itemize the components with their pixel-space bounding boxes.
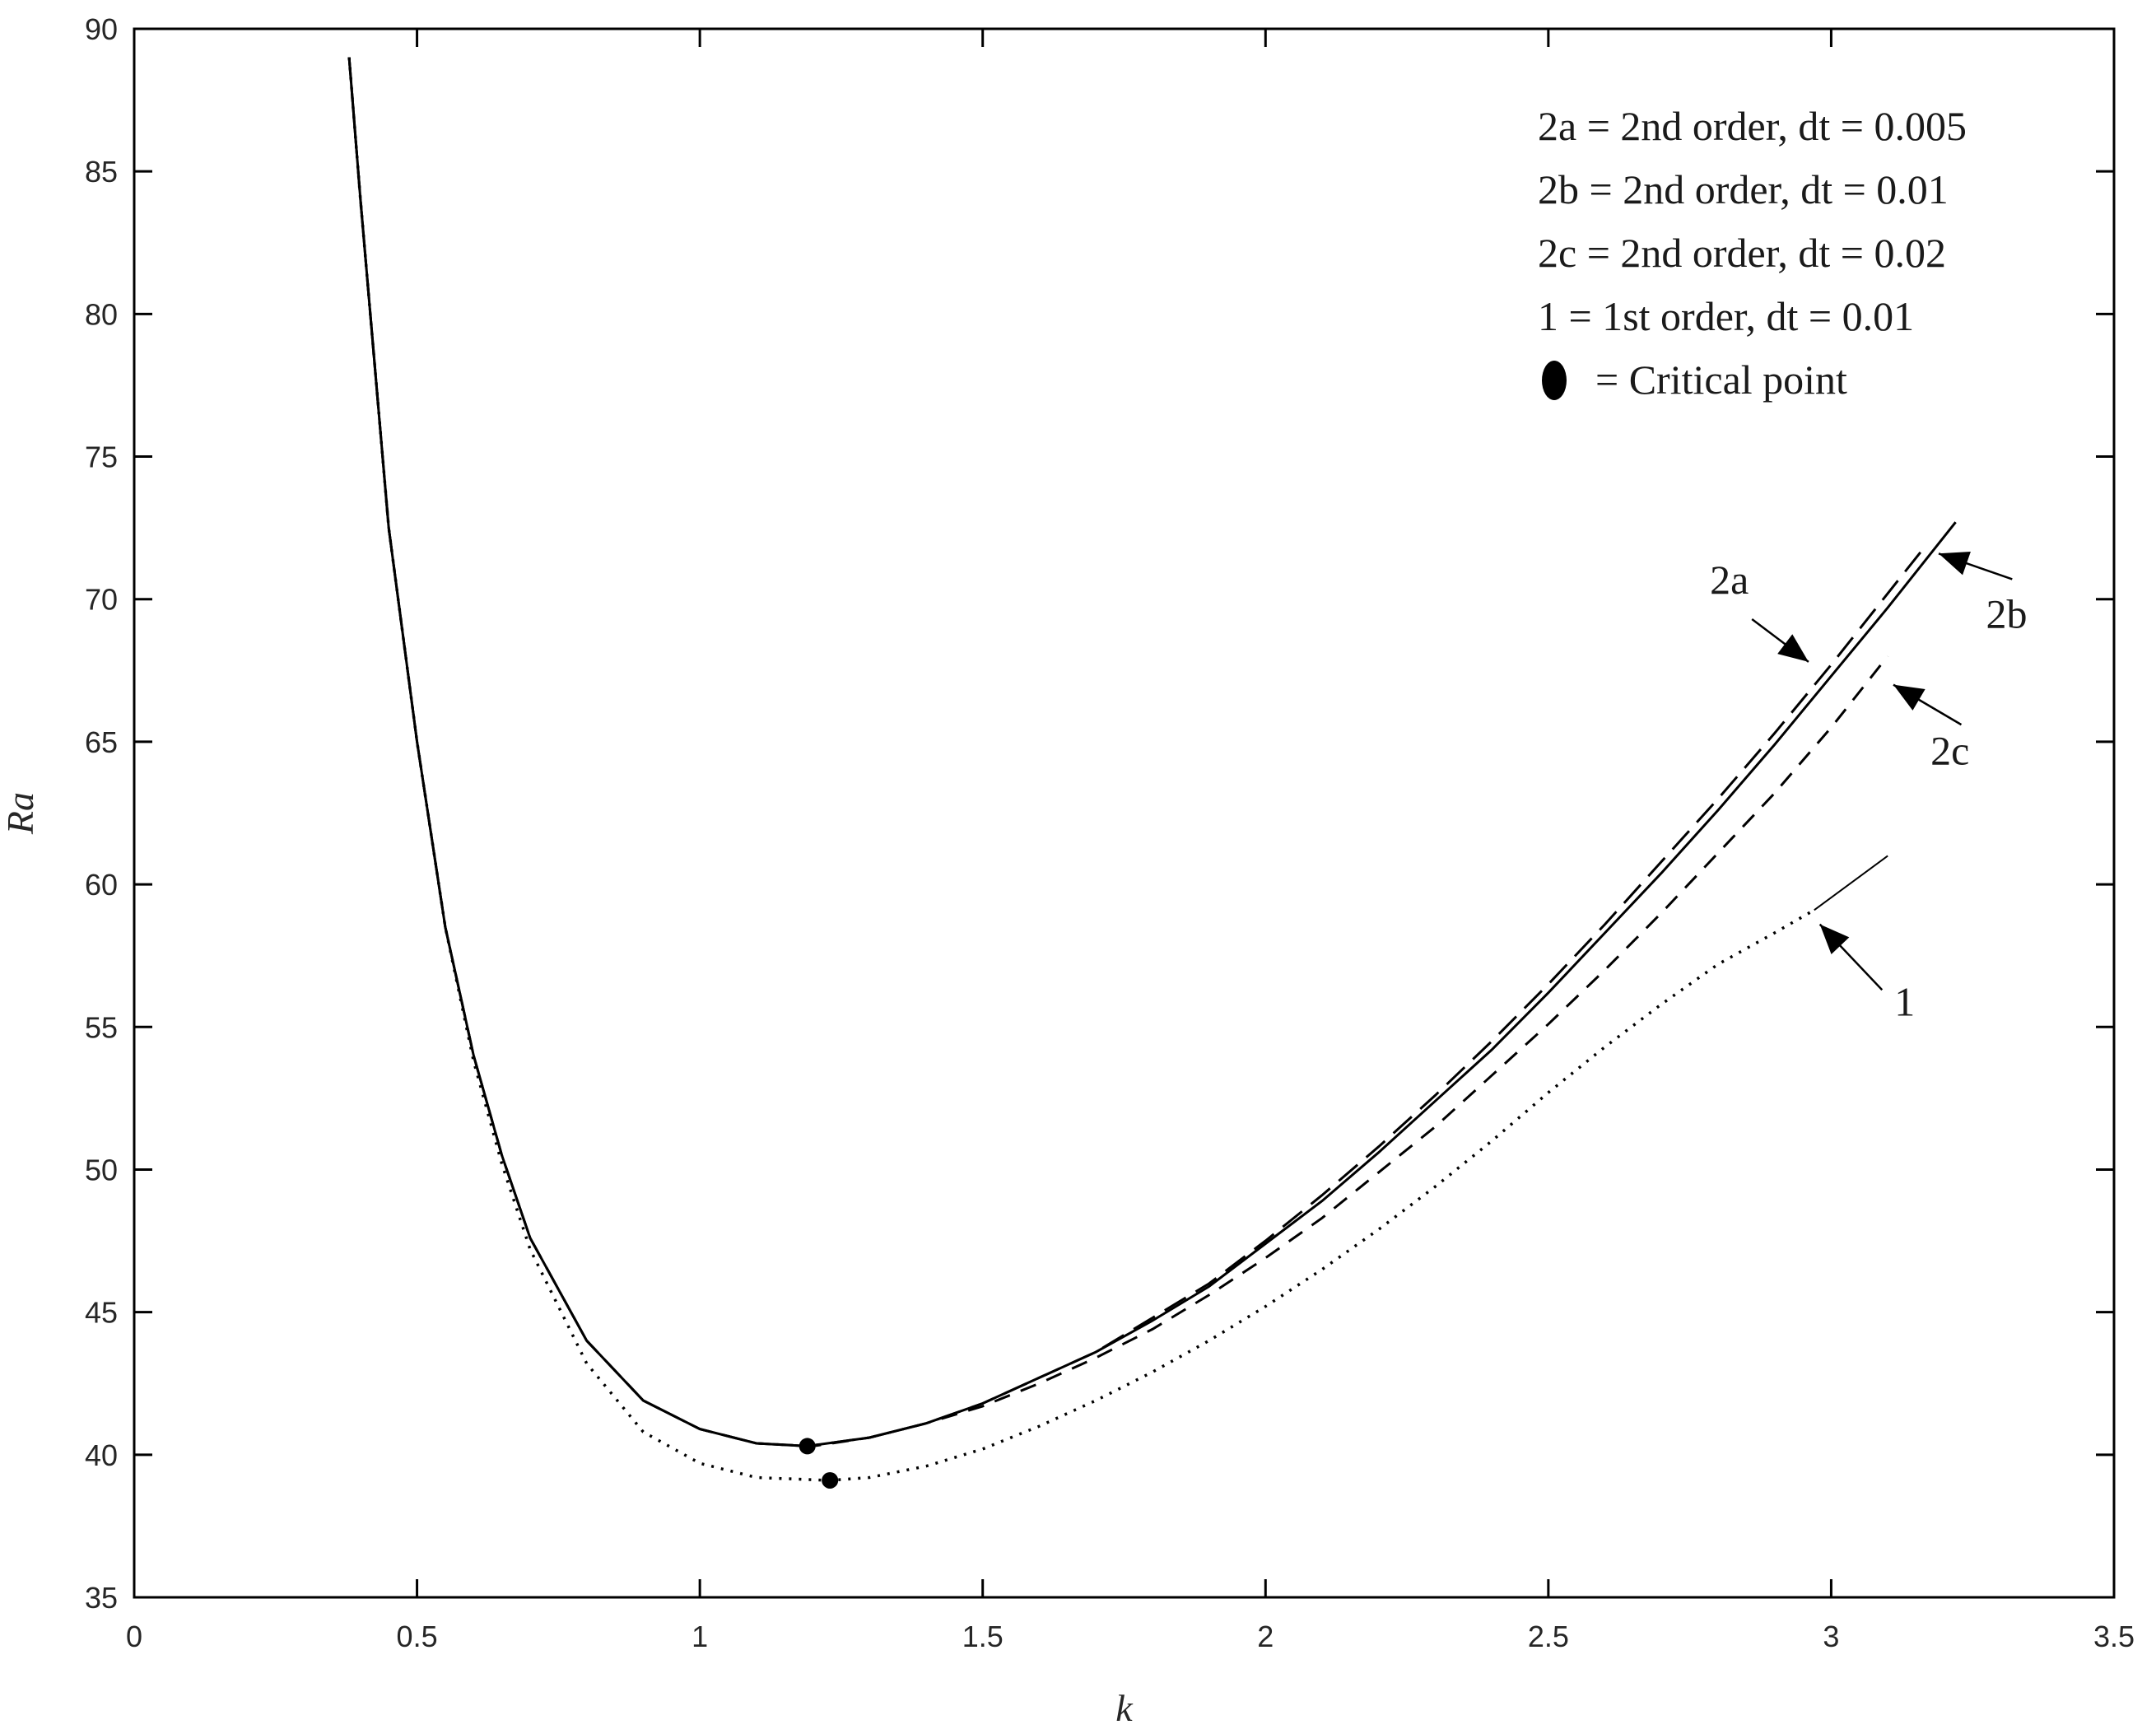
tick-labels: 0 0.5 1 1.5 2 2.5 3 3.5 35 40 45 50 55 60 65 70 75 80 85 90: [85, 12, 2135, 1653]
annotation-label-2b: 2b: [1986, 590, 2027, 636]
x-tick-label: 3: [1823, 1620, 1839, 1653]
annotation-arrowhead-1: [1819, 924, 1850, 955]
annotation-arrowhead-2b: [1938, 552, 1971, 576]
annotation-arrowhead-2c: [1893, 684, 1925, 711]
y-axis-label: Ra: [0, 792, 41, 835]
legend-entry: = Critical point: [1595, 357, 1847, 403]
x-tick-label: 1.5: [962, 1620, 1003, 1653]
critical-point-marker: [799, 1438, 816, 1455]
legend-entry: 2a = 2nd order, dt = 0.005: [1538, 103, 1967, 149]
y-tick-label: 45: [85, 1296, 118, 1330]
y-tick-label: 70: [85, 583, 118, 617]
y-tick-label: 50: [85, 1153, 118, 1186]
y-tick-label: 35: [85, 1581, 118, 1615]
annotations: 2a 2b 2c 1: [1710, 552, 2027, 1024]
x-tick-label: 0: [126, 1620, 142, 1653]
y-tick-label: 65: [85, 725, 118, 759]
x-axis-label: k: [1115, 1687, 1134, 1729]
series-line-1: [347, 57, 1815, 1482]
y-tick-label: 55: [85, 1010, 118, 1044]
x-tick-label: 2: [1257, 1620, 1274, 1653]
legend: 2a = 2nd order, dt = 0.005 2b = 2nd order…: [1538, 103, 1967, 403]
y-tick-label: 60: [85, 868, 118, 902]
x-tick-label: 0.5: [397, 1620, 438, 1653]
critical-point-marker: [822, 1471, 839, 1489]
y-tick-label: 80: [85, 297, 118, 331]
y-tick-label: 75: [85, 440, 118, 474]
legend-critical-point-marker: [1542, 361, 1567, 400]
series-line-2b: [347, 57, 1923, 1447]
legend-entry: 2c = 2nd order, dt = 0.02: [1538, 230, 1946, 276]
y-tick-label: 40: [85, 1438, 118, 1472]
legend-entry: 1 = 1st order, dt = 0.01: [1538, 293, 1914, 339]
x-tick-label: 2.5: [1528, 1620, 1569, 1653]
x-tick-label: 1: [692, 1620, 708, 1653]
y-tick-label: 85: [85, 155, 118, 189]
legend-entry: 2b = 2nd order, dt = 0.01: [1538, 166, 1949, 212]
series-lines: [347, 57, 1957, 1482]
x-tick-label: 3.5: [2093, 1620, 2135, 1653]
series-1-tail-segment: [1814, 855, 1888, 911]
annotation-label-1: 1: [1894, 978, 1915, 1024]
annotation-label-2c: 2c: [1930, 728, 1969, 774]
y-tick-label: 90: [85, 12, 118, 46]
critical-points: [799, 1438, 839, 1489]
annotation-label-2a: 2a: [1710, 557, 1749, 603]
series-line-2c: [347, 57, 1889, 1447]
annotation-arrowhead-2a: [1777, 634, 1809, 662]
plot-area-frame: [133, 27, 2116, 1599]
